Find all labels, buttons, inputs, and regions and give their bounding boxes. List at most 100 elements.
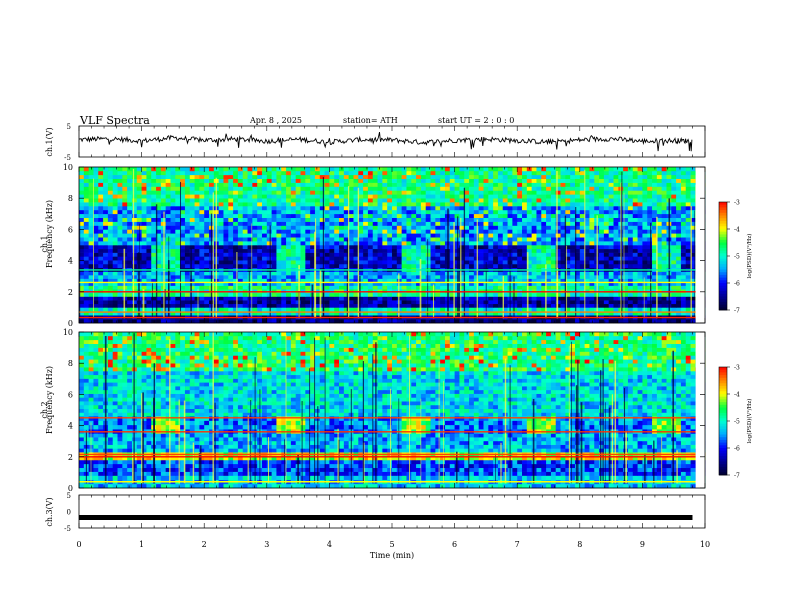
spectrogram-cell: [565, 187, 570, 191]
spectrogram-cell: [421, 214, 426, 218]
spectrogram-cell: [628, 249, 633, 253]
spectrogram-cell: [421, 241, 426, 245]
spectrogram-cell: [223, 198, 228, 202]
spectrogram-cell: [127, 249, 132, 253]
spectrogram-cell: [532, 264, 537, 268]
spectrogram-cell: [450, 190, 455, 194]
spectrogram-cell: [503, 249, 508, 253]
spectrogram-cell: [551, 222, 556, 226]
spectrogram-cell: [609, 202, 614, 206]
spectrogram-cell: [84, 179, 89, 183]
spectrogram-cell: [329, 249, 334, 253]
spectrogram-cell: [589, 237, 594, 241]
spectrogram-cell: [416, 183, 421, 187]
spectrogram-cell: [671, 286, 676, 290]
spectrogram-cell: [589, 241, 594, 245]
spectrogram-cell: [517, 241, 522, 245]
spectrogram-cell: [638, 226, 643, 230]
spectrogram-cell: [536, 218, 541, 222]
spectrogram-cell: [570, 187, 575, 191]
spectrogram-cell: [349, 304, 354, 308]
spectrogram-cell: [228, 214, 233, 218]
spectrogram-cell: [291, 206, 296, 210]
spectrogram-cell: [325, 202, 330, 206]
spectrogram-cell: [589, 222, 594, 226]
spectrogram-cell: [431, 237, 436, 241]
spectrogram-cell: [310, 210, 315, 214]
spectrogram-cell: [127, 233, 132, 237]
spectrogram-cell: [325, 198, 330, 202]
spectrogram-cell: [671, 260, 676, 264]
spectrogram-cell: [252, 202, 257, 206]
spectrogram-cell: [488, 226, 493, 230]
spectrogram-cell: [233, 202, 238, 206]
spectrogram-cell: [132, 206, 137, 210]
spectrogram-cell: [676, 183, 681, 187]
spectrogram-cell: [281, 260, 286, 264]
spectrogram-cell: [373, 253, 378, 257]
spectrogram-cell: [604, 226, 609, 230]
spectrogram-cell: [498, 183, 503, 187]
spectrogram-cell: [474, 253, 479, 257]
spectrogram-cell: [89, 286, 94, 290]
spectrogram-cell: [118, 194, 123, 198]
spectrogram-cell: [363, 241, 368, 245]
spectrogram-cell: [604, 307, 609, 311]
spectrogram-cell: [416, 233, 421, 237]
spectrogram-cell: [118, 183, 123, 187]
spectrogram-cell: [498, 202, 503, 206]
spectrogram-cell: [474, 233, 479, 237]
spectrogram-cell: [469, 272, 474, 276]
spectrogram-cell: [103, 293, 108, 297]
spectrogram-cell: [368, 307, 373, 311]
spectrogram-cell: [387, 272, 392, 276]
spectrogram-cell: [406, 179, 411, 183]
spectrogram-cell: [373, 293, 378, 297]
spectrogram-cell: [378, 183, 383, 187]
spectrogram-cell: [243, 218, 248, 222]
spectrogram-cell: [325, 286, 330, 290]
spectrogram-cell: [108, 206, 113, 210]
spectrogram-cell: [233, 304, 238, 308]
spectrogram-cell: [565, 272, 570, 276]
spectrogram-cell: [527, 241, 532, 245]
spectrogram-cell: [382, 245, 387, 249]
spectrogram-cell: [272, 214, 277, 218]
spectrogram-cell: [272, 229, 277, 233]
spectrogram-cell: [185, 226, 190, 230]
spectrogram-cell: [638, 206, 643, 210]
spectrogram-cell: [517, 198, 522, 202]
spectrogram-cell: [281, 249, 286, 253]
spectrogram-cell: [349, 264, 354, 268]
spectrogram-cell: [175, 272, 180, 276]
spectrogram-cell: [132, 218, 137, 222]
spectrogram-cell: [546, 226, 551, 230]
spectrogram-cell: [199, 237, 204, 241]
spectrogram-cell: [387, 190, 392, 194]
spectrogram-cell: [127, 194, 132, 198]
spectrogram-cell: [93, 206, 98, 210]
spectrogram-cell: [628, 206, 633, 210]
spectrogram-cell: [276, 237, 281, 241]
spectrogram-cell: [440, 307, 445, 311]
spectrogram-cell: [276, 264, 281, 268]
spectrogram-cell: [614, 222, 619, 226]
spectrogram-cell: [589, 233, 594, 237]
spectrogram-cell: [185, 183, 190, 187]
spectrogram-cell: [358, 256, 363, 260]
spectrogram-cell: [199, 183, 204, 187]
spectrogram-cell: [580, 222, 585, 226]
spectrogram-cell: [642, 272, 647, 276]
spectrogram-cell: [89, 179, 94, 183]
spectrogram-cell: [349, 214, 354, 218]
spectrogram-cell: [373, 260, 378, 264]
spectrogram-cell: [397, 210, 402, 214]
figure-title: VLF Spectra: [79, 114, 150, 127]
spectrogram-cell: [175, 194, 180, 198]
spectrogram-cell: [166, 187, 171, 191]
spectrogram-cell: [440, 210, 445, 214]
spectrogram-cell: [517, 296, 522, 300]
spectrogram-cell: [459, 183, 464, 187]
spectrogram-cell: [233, 275, 238, 279]
spectrogram-cell: [98, 275, 103, 279]
